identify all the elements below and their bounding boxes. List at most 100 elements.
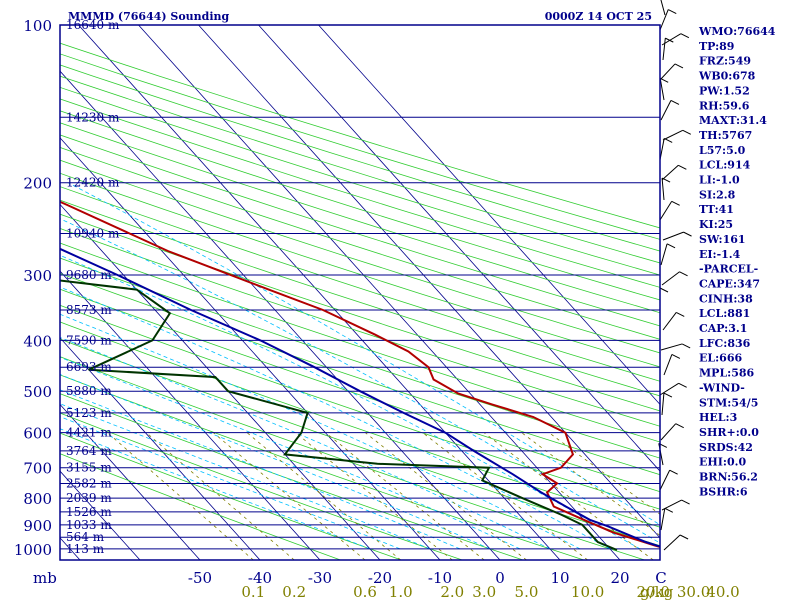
mixing-ratio-label: 0.2 bbox=[282, 583, 306, 600]
index-value: CINH:38 bbox=[699, 292, 753, 305]
mixing-ratio-labels: 0.1 0.2 0.6 1.0 2.0 3.0 5.0 10.0 20.0 30.040.0 bbox=[241, 583, 739, 600]
dry-adiabat-line bbox=[60, 273, 660, 476]
wind-barb-staff bbox=[662, 129, 683, 141]
wind-barb-staff bbox=[660, 423, 677, 441]
dry-adiabat-line bbox=[60, 53, 660, 240]
index-value: LFC:836 bbox=[699, 337, 751, 350]
mixing-ratio-line bbox=[246, 432, 401, 560]
wind-barb-flag bbox=[682, 129, 691, 135]
dry-adiabat-line bbox=[60, 64, 660, 252]
mixing-ratio-unit-label: g/kg bbox=[640, 583, 674, 600]
dry-adiabat-line bbox=[60, 147, 660, 340]
index-value: BSHR:6 bbox=[699, 485, 748, 498]
moist-adiabat-line bbox=[60, 389, 461, 550]
dry-adiabat-line bbox=[60, 110, 660, 301]
pressure-tick-label: 800 bbox=[23, 490, 52, 508]
dry-adiabat-line bbox=[60, 159, 660, 354]
wind-barb-flag bbox=[666, 243, 676, 249]
isotherm-line bbox=[60, 403, 201, 560]
index-value: HEL:3 bbox=[699, 411, 737, 424]
temperature-tick-label: -20 bbox=[368, 569, 392, 587]
height-label: 564 m bbox=[66, 530, 105, 544]
index-value: EI:-1.4 bbox=[699, 248, 741, 261]
mixing-ratio-label: 10.0 bbox=[571, 583, 604, 600]
temperature-labels: -50 -40 -30 -20 -10 0 10 20 bbox=[188, 569, 630, 587]
height-labels: 16640 m 14230 m 12420 m 10940 m 9680 m 8573 m… bbox=[66, 18, 120, 556]
wind-barb-flag bbox=[675, 423, 684, 429]
wind-barb-staff bbox=[661, 164, 679, 181]
plot-frame bbox=[59, 24, 661, 561]
pressure-tick-label: 500 bbox=[23, 383, 52, 401]
wind-barb-flag bbox=[678, 382, 687, 388]
wind-barb-flag bbox=[661, 177, 671, 183]
mixing-ratio-line bbox=[146, 432, 295, 560]
height-label: 16640 m bbox=[66, 18, 120, 32]
index-value: SRDS:42 bbox=[699, 441, 753, 454]
pressure-tick-label: 300 bbox=[23, 267, 52, 285]
isotherm-line bbox=[198, 25, 660, 539]
wind-barb-staff bbox=[661, 271, 680, 286]
index-value: TP:89 bbox=[699, 40, 734, 53]
wind-barb-staff bbox=[660, 343, 683, 351]
temperature-tick-label: -10 bbox=[428, 569, 452, 587]
mixing-ratio-label: 2.0 bbox=[440, 583, 464, 600]
dry-adiabat-line bbox=[60, 321, 660, 528]
index-value: TH:5767 bbox=[699, 129, 752, 142]
wind-barb-flag bbox=[681, 499, 690, 505]
moist-adiabat-line bbox=[60, 356, 521, 550]
dry-adiabat-line bbox=[60, 242, 660, 443]
wind-barb-staff bbox=[659, 382, 679, 396]
temperature-tick-label: 0 bbox=[495, 569, 505, 587]
mixing-ratio-label: 0.1 bbox=[241, 583, 265, 600]
pressure-tick-label: 1000 bbox=[14, 541, 52, 559]
mixing-ratio-label: 1.0 bbox=[389, 583, 413, 600]
mixing-ratio-label: 3.0 bbox=[472, 583, 496, 600]
height-label: 2582 m bbox=[66, 476, 112, 490]
dry-adiabat-line bbox=[60, 304, 660, 510]
index-value: KI:25 bbox=[699, 218, 733, 231]
dry-adiabat-line bbox=[60, 213, 660, 412]
height-label: 3155 m bbox=[66, 461, 112, 475]
height-label: 113 m bbox=[66, 542, 105, 556]
sounding-time: 0000Z 14 OCT 25 bbox=[545, 10, 652, 23]
wind-barb-staff bbox=[663, 534, 681, 551]
index-value: WMO:76644 bbox=[698, 25, 776, 38]
isotherm-line bbox=[60, 337, 261, 560]
mixing-ratio-label: 20.0 bbox=[637, 583, 670, 600]
isotherm-line bbox=[60, 70, 501, 560]
height-label: 5123 m bbox=[66, 406, 112, 420]
dry-adiabat-line bbox=[60, 288, 660, 493]
temperature-tick-label: -50 bbox=[188, 569, 212, 587]
index-value: FRZ:549 bbox=[699, 55, 751, 68]
wind-barb-flag bbox=[674, 63, 684, 69]
index-value: CAPE:347 bbox=[699, 277, 760, 290]
height-label: 1033 m bbox=[66, 518, 112, 532]
index-value: SHR+:0.0 bbox=[699, 426, 759, 439]
height-label: 1526 m bbox=[66, 505, 112, 519]
index-value: LCL:914 bbox=[699, 159, 751, 172]
pressure-tick-label: 700 bbox=[23, 460, 52, 478]
wind-barbs bbox=[658, 0, 692, 551]
wind-barb-flag bbox=[671, 354, 681, 359]
index-value: RH:59.6 bbox=[699, 99, 750, 112]
wind-barb-staff bbox=[660, 243, 668, 266]
height-label: 2039 m bbox=[66, 491, 112, 505]
isobars bbox=[60, 24, 660, 550]
wind-barb-flag bbox=[659, 287, 669, 293]
moist-adiabat-line bbox=[60, 313, 581, 550]
dry-adiabat-line bbox=[60, 356, 645, 560]
wind-barb-flag bbox=[665, 37, 674, 43]
height-label: 7590 m bbox=[66, 333, 112, 347]
wind-barb-staff bbox=[659, 9, 669, 31]
pressure-tick-label: 900 bbox=[23, 517, 52, 535]
index-value: MPL:586 bbox=[699, 367, 755, 380]
dry-adiabat-line bbox=[60, 172, 660, 368]
temperature-profile bbox=[60, 200, 660, 548]
mixing-ratio-line bbox=[213, 432, 366, 560]
temperature-tick-label: -40 bbox=[248, 569, 272, 587]
wind-barb-flag bbox=[676, 311, 685, 317]
wind-barb-staff bbox=[659, 201, 673, 221]
dry-adiabat-line bbox=[60, 228, 660, 427]
height-label: 8573 m bbox=[66, 303, 112, 317]
